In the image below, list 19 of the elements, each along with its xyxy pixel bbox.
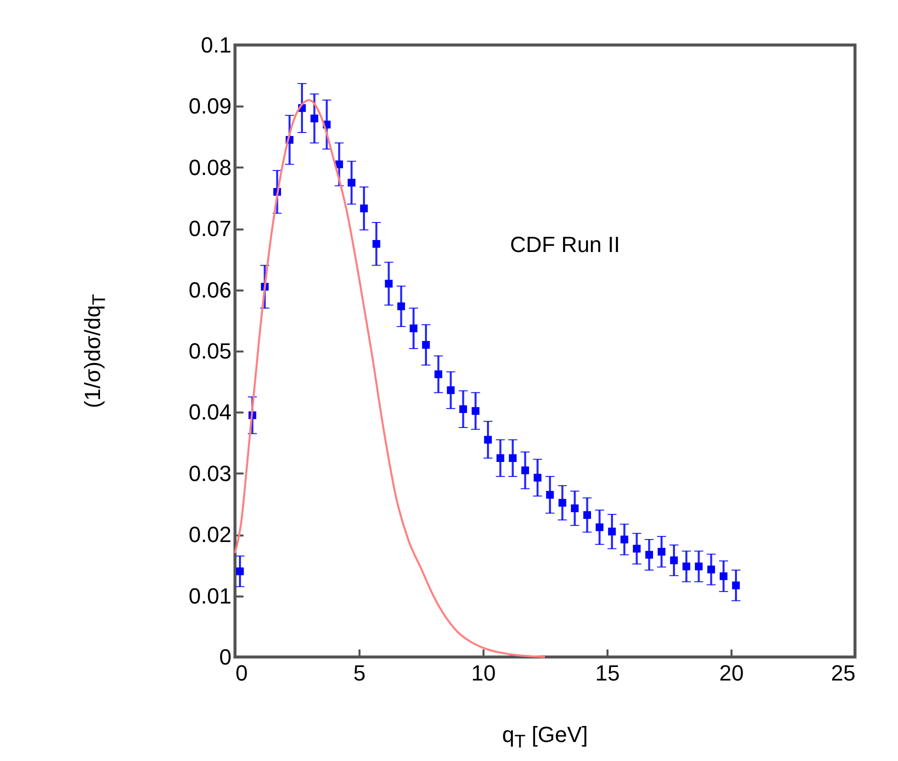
y-tick-label: 0.1	[200, 32, 232, 58]
y-tick-label: 0.07	[188, 216, 232, 242]
x-axis-title: q$_{T}$ [GeV]	[502, 722, 588, 752]
y-tick-label: 0.04	[188, 400, 232, 425]
y-tick-label: 0.01	[188, 583, 232, 608]
x-tick-label: 10	[471, 660, 496, 686]
y-tick-label: 0	[219, 644, 232, 670]
x-tick-label: 5	[353, 660, 366, 686]
annotation: CDF Run II	[510, 232, 620, 257]
y-tick-label: 0.09	[188, 94, 232, 119]
x-tick-label: 25	[831, 660, 856, 686]
x-tick-label: 20	[719, 660, 744, 686]
x-tick-label: 0	[236, 660, 248, 686]
y-tick-label: 0.03	[188, 460, 232, 486]
y-tick-label: 0.05	[188, 338, 232, 364]
x-tick-label: 15	[595, 660, 620, 686]
y-tick-label: 0.02	[188, 522, 232, 548]
y-tick-label: 0.08	[188, 154, 232, 180]
y-tick-label: 0.06	[188, 277, 232, 302]
